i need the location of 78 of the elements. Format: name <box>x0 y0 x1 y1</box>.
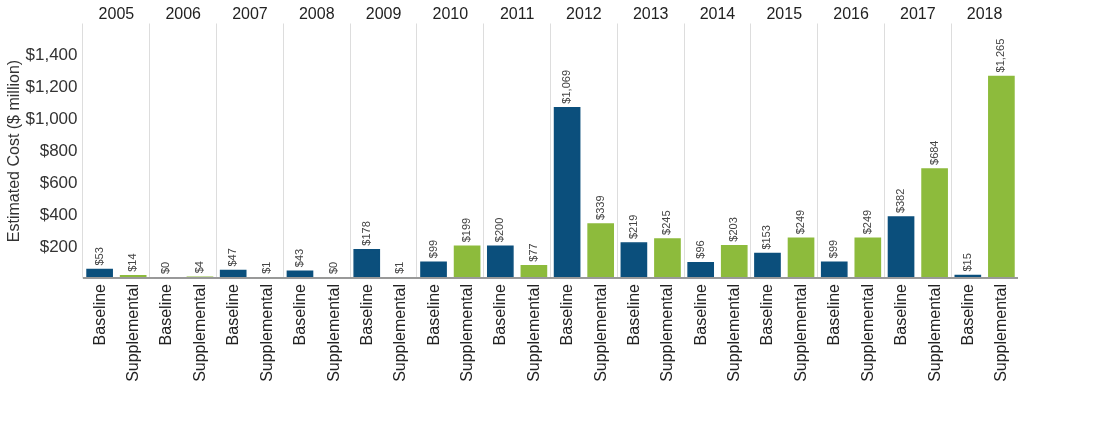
text: Baseline <box>958 284 976 346</box>
text: Supplemental <box>725 284 743 382</box>
y-tick-label: $1,200 <box>25 77 78 97</box>
text: Supplemental <box>658 284 676 382</box>
data-label: $0 <box>326 261 339 274</box>
text: Supplemental <box>257 284 275 382</box>
text: Baseline <box>758 284 776 346</box>
text: Baseline <box>558 284 576 346</box>
data-label: $14 <box>126 253 139 272</box>
text: Supplemental <box>925 284 943 382</box>
x-tick-label: 2017 <box>900 4 936 22</box>
text: Baseline <box>825 284 843 346</box>
text: Supplemental <box>124 284 142 382</box>
y-tick-label: $800 <box>39 141 78 160</box>
data-label: $203 <box>727 217 740 242</box>
x-tick-label: 2008 <box>298 4 335 22</box>
y-axis-title: Estimated Cost ($ million) <box>4 59 22 243</box>
text: Supplemental <box>858 284 876 382</box>
data-label: $99 <box>827 239 840 259</box>
data-label: $77 <box>526 243 539 262</box>
x-tick-label: 2011 <box>499 4 535 22</box>
data-label: $1,069 <box>560 69 573 104</box>
data-label: $0 <box>159 261 172 274</box>
data-label: $43 <box>292 248 305 268</box>
data-label: $249 <box>794 209 807 235</box>
x-tick-label: 2009 <box>365 4 402 22</box>
data-label: $1,265 <box>994 38 1007 73</box>
data-label: $1 <box>393 261 406 274</box>
x-tick-label: 2016 <box>833 4 869 22</box>
data-label: $4 <box>192 261 205 274</box>
text: Baseline <box>691 284 709 346</box>
text: Baseline <box>624 284 642 346</box>
data-label: $382 <box>894 188 907 214</box>
x-tick-label: 2014 <box>699 4 736 22</box>
text: Baseline <box>90 283 108 346</box>
x-tick-label: 2010 <box>432 4 469 22</box>
data-label: $339 <box>593 195 606 220</box>
data-label: $153 <box>760 225 773 250</box>
y-tick-label: $1,000 <box>25 109 78 129</box>
data-label: $15 <box>960 253 973 272</box>
x-tick-label: 2013 <box>632 4 669 22</box>
x-tick-label: 2007 <box>232 4 268 22</box>
y-tick-label: $200 <box>39 236 78 256</box>
data-label: $99 <box>426 239 439 259</box>
data-label: $53 <box>92 247 105 266</box>
data-label: $245 <box>660 210 673 235</box>
text: Baseline <box>491 284 509 346</box>
data-label: $200 <box>493 217 506 243</box>
text: Baseline <box>157 284 175 346</box>
data-label: $199 <box>460 217 473 243</box>
text: Baseline <box>892 284 910 346</box>
data-label: $96 <box>693 240 706 259</box>
data-label: $219 <box>626 214 639 240</box>
x-tick-label: 2012 <box>566 4 602 22</box>
text: Supplemental <box>524 284 542 382</box>
text: Supplemental <box>324 284 342 382</box>
y-tick-label: $600 <box>39 172 78 192</box>
x-tick-label: 2015 <box>766 4 803 22</box>
data-label: $684 <box>927 140 940 165</box>
text: Supplemental <box>591 284 609 382</box>
text: Supplemental <box>391 284 409 382</box>
y-tick-label: $400 <box>39 204 78 224</box>
text: Supplemental <box>458 284 476 382</box>
text: Supplemental <box>190 284 208 382</box>
data-label: $47 <box>226 248 239 267</box>
text: Baseline <box>224 284 242 346</box>
data-label: $1 <box>259 261 272 274</box>
text: Supplemental <box>992 284 1010 382</box>
x-tick-label: 2018 <box>966 4 1003 22</box>
data-label: $178 <box>359 221 372 246</box>
text: Baseline <box>424 284 442 346</box>
text: Baseline <box>290 284 308 346</box>
data-label: $249 <box>860 209 873 235</box>
x-tick-label: 2006 <box>165 4 202 22</box>
x-tick-label: 2005 <box>98 4 135 22</box>
text: Supplemental <box>792 284 810 382</box>
text: Baseline <box>357 284 375 346</box>
y-tick-label: $1,400 <box>25 45 78 65</box>
